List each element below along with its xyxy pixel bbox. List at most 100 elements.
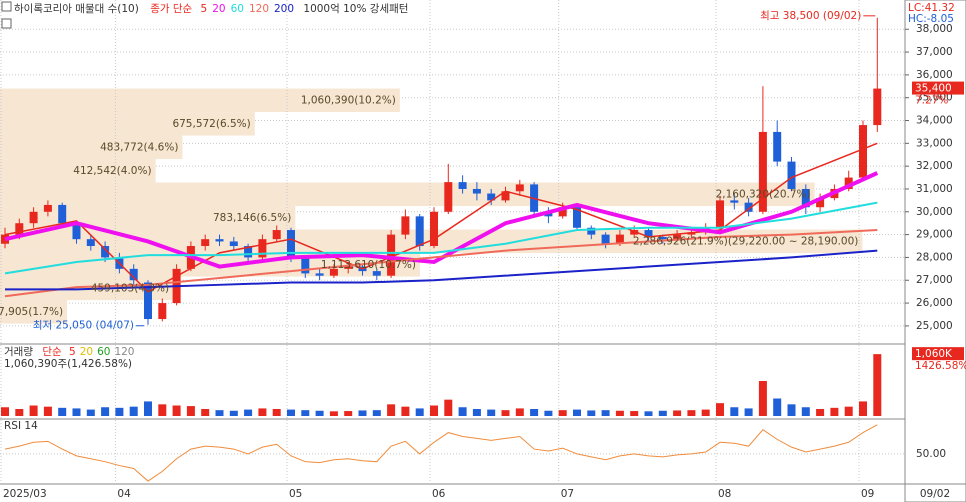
x-tick-label: 07	[561, 488, 574, 500]
icon	[1, 1, 12, 12]
profile-label: 2,160,320(20.7%)	[716, 188, 811, 200]
candle-body	[487, 193, 496, 201]
volume-bar	[29, 405, 38, 416]
volume-bar	[43, 406, 52, 416]
volume-bar	[701, 409, 710, 416]
candle-body	[644, 230, 653, 237]
volume-bar	[587, 410, 596, 416]
volume-bar	[272, 409, 281, 416]
candle-body	[601, 234, 610, 244]
x-tick-label: 2025/03	[3, 488, 47, 500]
profile-bar	[0, 135, 183, 160]
profile-bar	[0, 182, 815, 207]
profile-label: 783,146(6.5%)	[213, 212, 291, 224]
candle-body	[444, 182, 453, 212]
volume-bar	[873, 354, 882, 416]
volume-bar	[444, 399, 453, 416]
candle-body	[430, 211, 438, 247]
candle-body	[144, 282, 152, 320]
profile-bar	[0, 112, 255, 136]
volume-info: 1,060,390주(1,426.58%)	[4, 358, 132, 370]
candle-body	[773, 131, 782, 162]
volume-bar	[744, 408, 753, 416]
volume-tag-text: 1,060K	[915, 348, 953, 360]
volume-bar	[172, 405, 181, 416]
volume-bar	[186, 406, 195, 416]
y-tick-label: 27,000	[916, 274, 953, 286]
volume-bar	[115, 407, 124, 416]
volume-bar	[215, 410, 224, 416]
volume-bar	[687, 410, 696, 416]
volume-bar	[558, 410, 567, 416]
volume-bar	[787, 404, 796, 416]
candle-body	[344, 266, 353, 269]
volume-bar	[573, 409, 581, 416]
y-tick-label: 37,000	[916, 46, 953, 58]
volume-bar	[58, 407, 67, 416]
volume-bar	[816, 409, 825, 416]
volume-bar	[716, 403, 724, 416]
volume-bar	[72, 408, 81, 416]
candle-body	[401, 216, 410, 235]
volume-prefix: 단순	[42, 346, 62, 358]
volume-bar	[487, 409, 496, 416]
volume-bar	[844, 406, 853, 416]
change-label: 7.27%	[915, 95, 948, 107]
candle-body	[615, 234, 624, 244]
volume-bar	[415, 408, 424, 416]
candle-body	[758, 131, 767, 212]
candle-body	[301, 257, 310, 274]
volume-bar	[1, 407, 9, 416]
candle-body	[515, 184, 524, 192]
profile-label: 1,113,610(10.7%)	[321, 259, 416, 271]
candle-body	[229, 241, 238, 247]
volume-bar	[315, 410, 324, 416]
rsi-line	[4, 424, 878, 482]
candle-body	[272, 230, 281, 240]
volume-bar	[615, 410, 624, 416]
candle-body	[658, 236, 667, 240]
candle-body	[329, 268, 338, 276]
price-tag	[912, 81, 964, 95]
candle-body	[501, 191, 510, 201]
volume-bar	[86, 409, 95, 416]
legend: 하이록코리아 매물대 수(10) 종가 단순 5 20 60 120 200 1000억…	[14, 2, 408, 15]
candle-body	[58, 204, 67, 224]
volume-bar	[258, 408, 267, 416]
volume-bar	[229, 410, 238, 416]
candle-body	[744, 202, 753, 212]
volume-bar	[758, 381, 767, 416]
candle-body	[415, 216, 424, 247]
profile-bar	[0, 88, 400, 113]
y-tick-label: 26,000	[916, 297, 953, 309]
x-tick-label: 04	[117, 488, 131, 500]
y-tick-label: 29,000	[916, 229, 953, 241]
volume-bar	[372, 410, 381, 416]
y-tick-label: 36,000	[916, 69, 953, 81]
volume-bar	[830, 407, 839, 416]
candle-body	[873, 88, 882, 126]
hc-label: HC:-8.05	[908, 13, 954, 25]
volume-tag-pct: 1426.58%	[915, 360, 966, 372]
volume-bar	[501, 410, 510, 416]
volume-bar	[15, 409, 24, 416]
ma-line	[4, 171, 879, 269]
volume-bar	[630, 411, 639, 416]
mark-layer	[1, 17, 882, 482]
candle-body	[258, 239, 267, 258]
candle-body	[573, 207, 581, 228]
candle-body	[215, 239, 224, 242]
volume-bar	[515, 408, 524, 416]
y-tick-label: 32,000	[916, 160, 953, 172]
ma-line	[4, 229, 878, 298]
ma-prefix: 종가 단순	[150, 3, 192, 15]
profile-bar	[0, 300, 68, 324]
candle-body	[859, 125, 867, 178]
y-tick-label: 30,000	[916, 206, 953, 218]
y-tick-label: 34,000	[916, 115, 953, 127]
ma-line	[4, 201, 878, 275]
y-tick-label: 31,000	[916, 183, 953, 195]
volume-bar	[358, 410, 367, 416]
candle-body	[287, 230, 295, 258]
